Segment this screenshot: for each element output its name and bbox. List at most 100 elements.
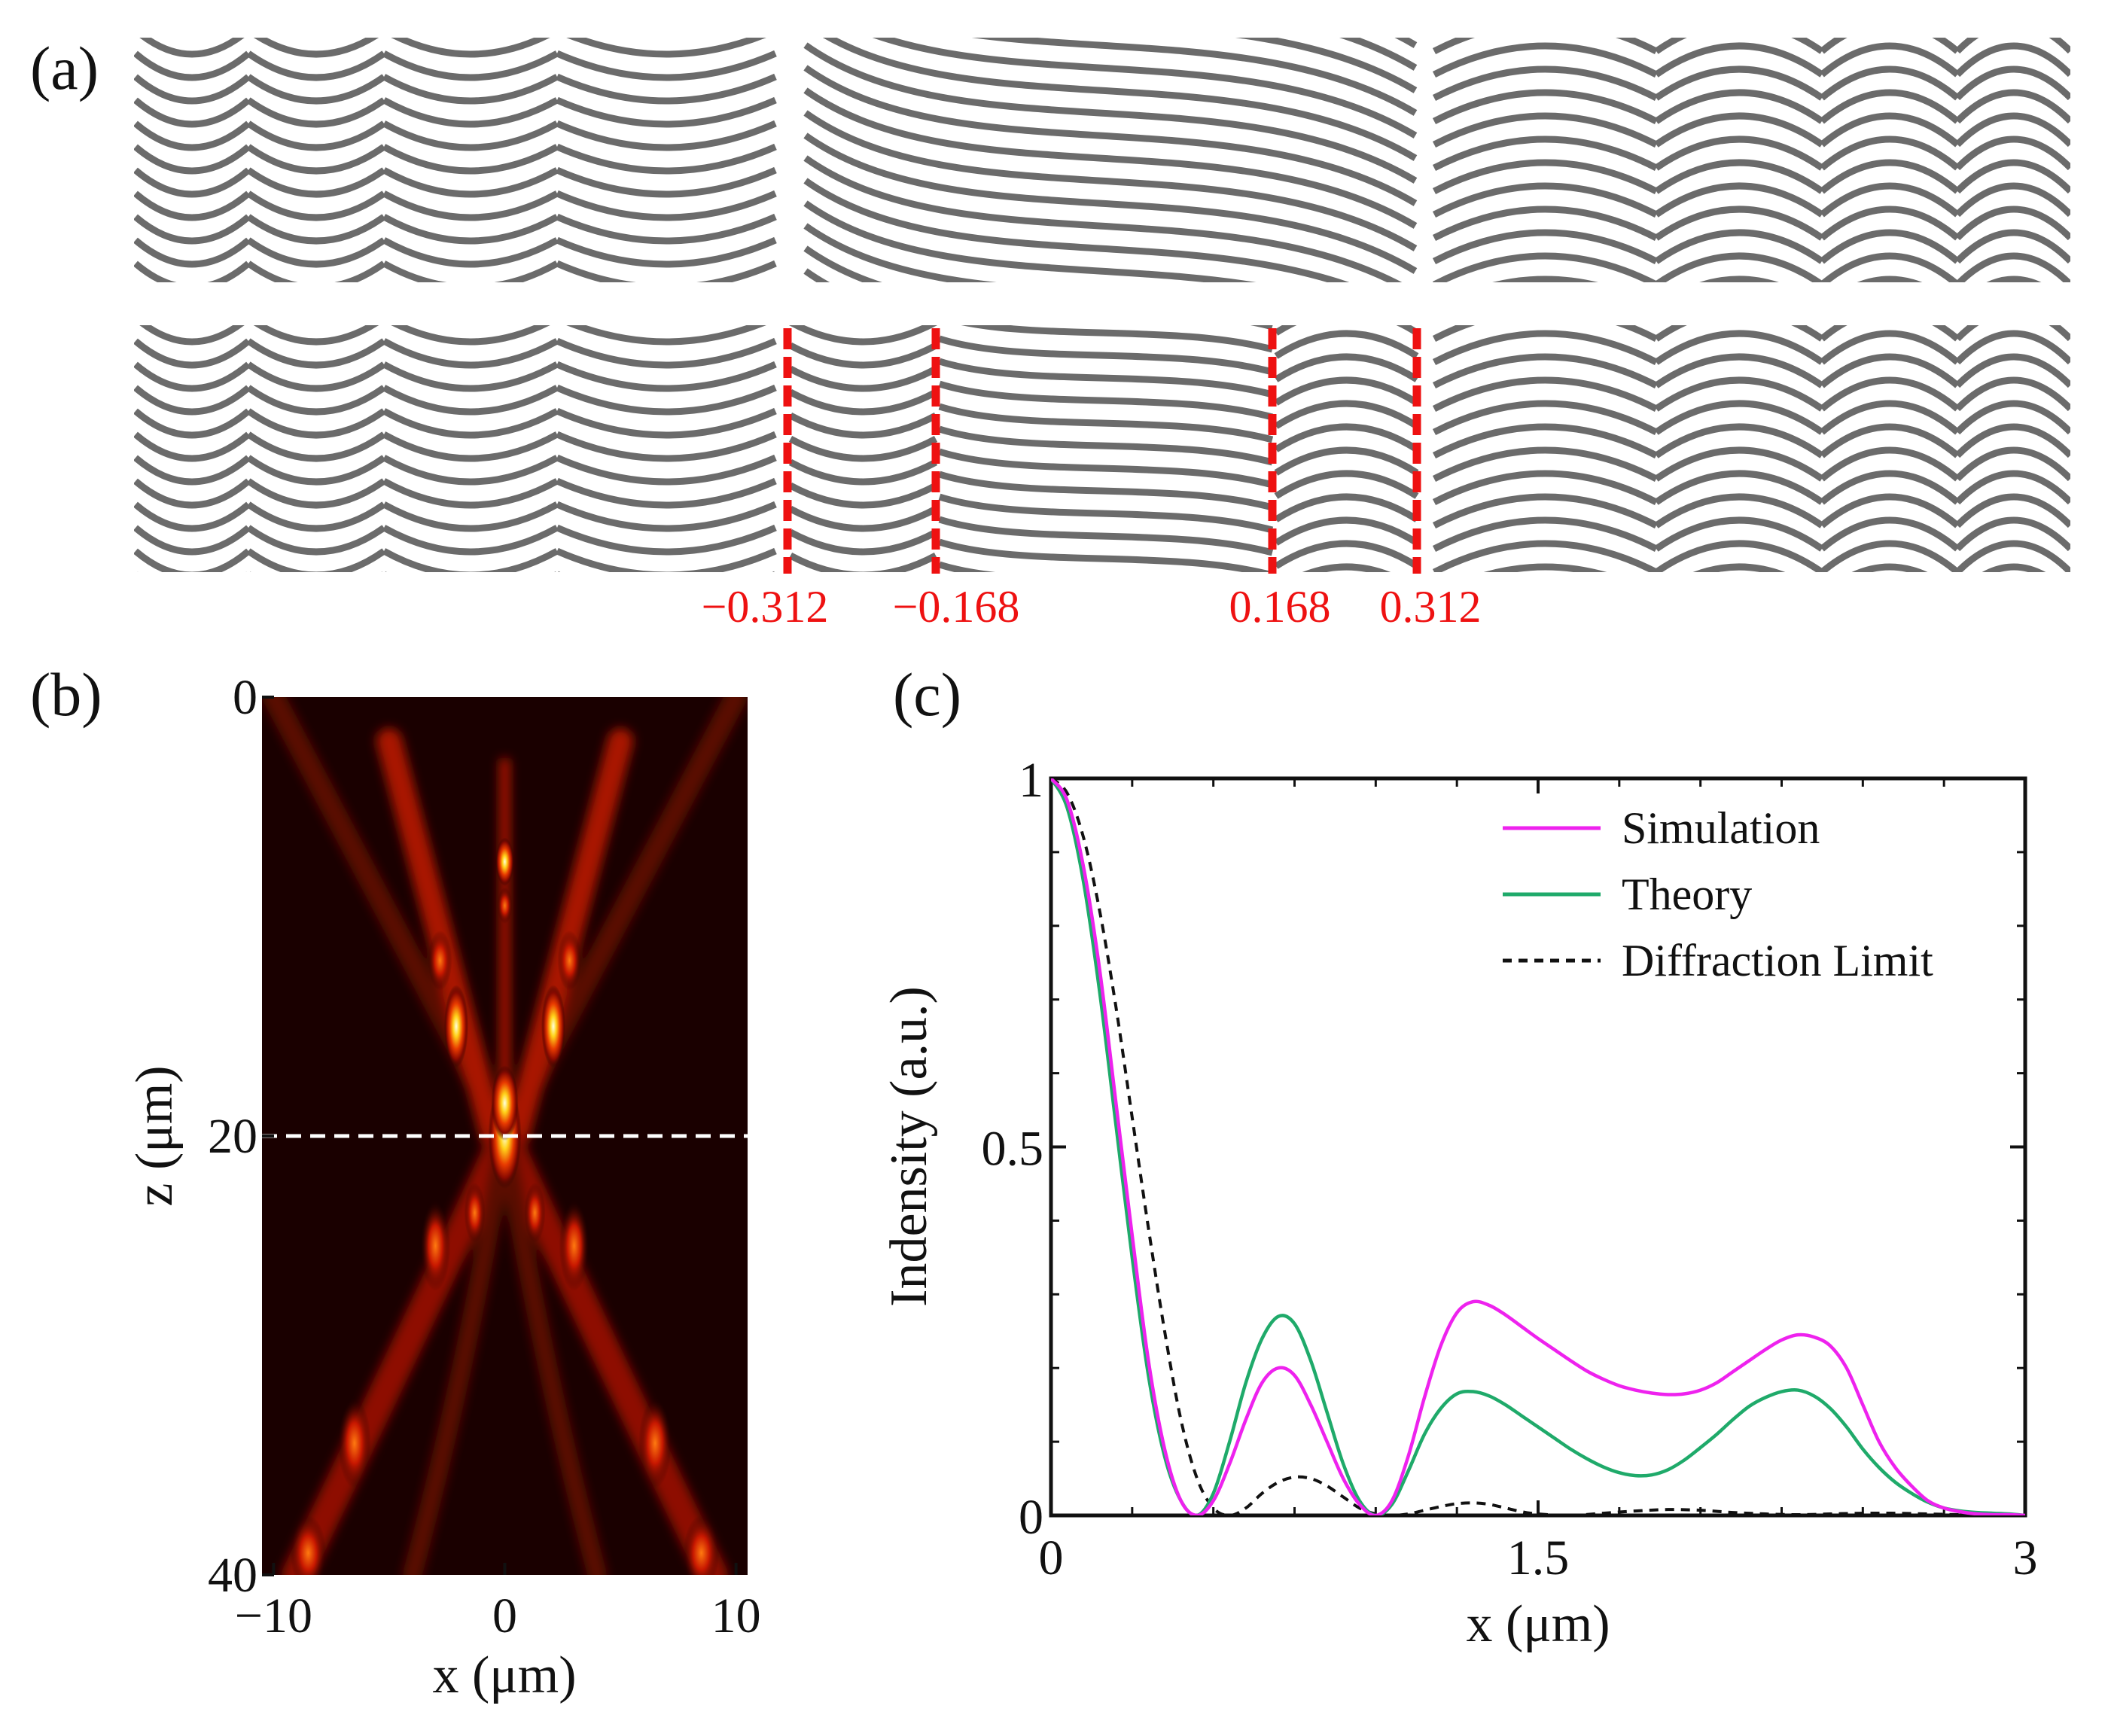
legend-label: Diffraction Limit [1622, 936, 1933, 985]
heatmap-intensity [262, 697, 748, 1575]
grating-line [1432, 38, 1659, 55]
zone-boundaries: −0.312 −0.168 0.168 0.312 [702, 328, 1482, 632]
grating-line [1654, 159, 1824, 194]
grating-line [1654, 38, 1824, 54]
grating-line [1654, 89, 1824, 124]
grating-line [384, 294, 557, 318]
grating-line [1654, 330, 1824, 365]
grating-line [136, 287, 248, 311]
grating-line [556, 236, 777, 268]
grating-line [1274, 470, 1419, 499]
beam-streak [282, 1121, 520, 1575]
intensity-spot [420, 1200, 451, 1291]
grating-line [1250, 325, 1273, 330]
grating-line [556, 407, 777, 439]
grating-line [246, 385, 386, 416]
beam-streak [489, 1121, 728, 1575]
grating-line [246, 338, 386, 369]
grating-line [1954, 65, 2070, 101]
grating-line [134, 338, 251, 369]
grating-line [788, 506, 938, 532]
grating-line [1432, 206, 1659, 242]
grating-line [1274, 325, 1419, 336]
series-line-theory [1051, 778, 2025, 1515]
grating-line [556, 501, 777, 532]
grating-line [134, 214, 251, 245]
grating-line [1274, 376, 1419, 406]
grating-line [1432, 159, 1659, 195]
grating-line [1432, 252, 1659, 282]
grating-line [1820, 206, 1960, 241]
grating-line [1432, 516, 1659, 553]
grating-line [556, 477, 777, 509]
grating-line [134, 455, 251, 486]
grating-line [1954, 330, 2070, 365]
grating-line [1986, 276, 2042, 282]
grating-line [1432, 446, 1659, 483]
grating-line [384, 7, 557, 31]
grating-line [134, 74, 251, 105]
panel-label-a: (a) [30, 34, 99, 102]
intensity-spot [290, 1515, 327, 1575]
beam-streak [402, 1126, 515, 1575]
legend-label: Theory [1622, 870, 1752, 919]
grating-line [788, 343, 938, 369]
grating-line [382, 525, 559, 556]
grating-line [1820, 112, 1960, 148]
grating-line [1820, 493, 1960, 528]
grating-line [1654, 42, 1824, 78]
grating-line [1820, 159, 1960, 194]
heatmap-y-axis-label: z (μm) [126, 1065, 184, 1206]
grating-line [1954, 38, 2070, 54]
grating-line [1982, 563, 2046, 572]
grating-line [391, 325, 550, 346]
intensity-spot [491, 1065, 519, 1141]
grating-line [134, 120, 251, 151]
continuous-phase-pattern [134, 0, 2070, 311]
grating-line [556, 190, 777, 221]
grating-line [1820, 446, 1960, 482]
grating-line [134, 548, 251, 572]
grating-line [1274, 353, 1419, 382]
x-tick-label: 1.5 [1507, 1530, 1570, 1585]
grating-line [556, 120, 777, 151]
grating-line [246, 144, 386, 175]
intensity-spot [541, 985, 565, 1068]
grating-line [382, 214, 559, 245]
grating-line [823, 38, 1418, 161]
grating-line [139, 38, 245, 58]
intensity-spot [495, 837, 514, 886]
x-tick-label: 0 [1039, 1530, 1064, 1585]
line-chart-y-axis-label: Indensity (a.u.) [880, 986, 938, 1307]
grating-line [557, 7, 775, 31]
grating-line [382, 478, 559, 509]
grating-line [391, 38, 550, 58]
grating-line [556, 524, 777, 556]
grating-line [246, 190, 386, 221]
intensity-spot [683, 1515, 720, 1575]
beam-streak [495, 1126, 608, 1575]
grating-line [253, 38, 379, 58]
grating-line [1274, 493, 1419, 522]
y-tick-label: 0.5 [982, 1122, 1044, 1177]
grating-line [938, 335, 1274, 376]
grating-line [1654, 540, 1824, 572]
grating-line [1654, 376, 1824, 412]
grating-line [938, 403, 1274, 443]
grating-line [566, 325, 766, 346]
grating-line [248, 7, 384, 31]
heatmap-axes: −10 0 10 0 20 40 [208, 670, 761, 1643]
grating-line [938, 358, 1274, 398]
grating-line [1820, 182, 1960, 218]
grating-line [1654, 206, 1824, 241]
grating-line [556, 547, 777, 572]
grating-line [1820, 423, 1960, 458]
grating-line [134, 431, 251, 462]
grating-line [1699, 276, 1779, 282]
grating-line [938, 471, 1274, 511]
grating-line [788, 483, 938, 509]
grating-line [246, 478, 386, 509]
grating-line [557, 0, 775, 8]
grating-line [134, 478, 251, 509]
